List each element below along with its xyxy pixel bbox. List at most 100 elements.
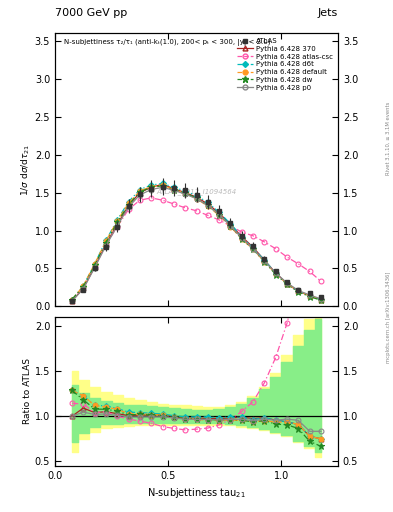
Pythia 6.428 370: [228, 221, 233, 227]
Pythia 6.428 370: [285, 281, 289, 287]
Pythia 6.428 p0: [171, 187, 176, 194]
Pythia 6.428 default: [138, 188, 142, 194]
Pythia 6.428 dw: [149, 184, 154, 190]
Text: Jets: Jets: [318, 8, 338, 18]
Pythia 6.428 p0: [126, 204, 131, 210]
Pythia 6.428 atlas-csc: [319, 279, 323, 285]
Pythia 6.428 default: [274, 271, 278, 277]
Pythia 6.428 default: [239, 236, 244, 242]
Pythia 6.428 370: [251, 244, 255, 250]
Pythia 6.428 atlas-csc: [206, 212, 210, 219]
Pythia 6.428 dw: [228, 223, 233, 229]
Pythia 6.428 370: [217, 210, 222, 216]
Pythia 6.428 atlas-csc: [104, 241, 108, 247]
Pythia 6.428 atlas-csc: [251, 233, 255, 239]
Text: Rivet 3.1.10, ≥ 3.1M events: Rivet 3.1.10, ≥ 3.1M events: [386, 101, 391, 175]
Line: Pythia 6.428 atlas-csc: Pythia 6.428 atlas-csc: [70, 196, 323, 303]
Pythia 6.428 dw: [160, 183, 165, 189]
Pythia 6.428 p0: [274, 270, 278, 276]
Pythia 6.428 d6t: [115, 217, 119, 223]
Pythia 6.428 dw: [194, 195, 199, 201]
Text: mcplots.cern.ch [arXiv:1306.3436]: mcplots.cern.ch [arXiv:1306.3436]: [386, 272, 391, 363]
Pythia 6.428 default: [228, 224, 233, 230]
Pythia 6.428 dw: [285, 281, 289, 287]
Pythia 6.428 370: [319, 296, 323, 303]
Pythia 6.428 p0: [183, 191, 187, 197]
Pythia 6.428 default: [285, 281, 289, 287]
Pythia 6.428 370: [104, 241, 108, 247]
Pythia 6.428 atlas-csc: [115, 224, 119, 230]
Pythia 6.428 d6t: [126, 199, 131, 205]
Pythia 6.428 dw: [307, 293, 312, 300]
Pythia 6.428 atlas-csc: [274, 246, 278, 252]
Pythia 6.428 p0: [228, 223, 233, 229]
Line: Pythia 6.428 default: Pythia 6.428 default: [70, 183, 323, 302]
Pythia 6.428 d6t: [138, 186, 142, 193]
Pythia 6.428 p0: [104, 243, 108, 249]
Pythia 6.428 d6t: [160, 180, 165, 186]
Pythia 6.428 370: [138, 189, 142, 196]
Pythia 6.428 default: [149, 183, 154, 189]
Pythia 6.428 d6t: [296, 288, 301, 294]
Pythia 6.428 p0: [138, 192, 142, 198]
Pythia 6.428 default: [307, 293, 312, 299]
Pythia 6.428 atlas-csc: [217, 217, 222, 223]
Pythia 6.428 370: [262, 257, 267, 263]
Pythia 6.428 atlas-csc: [138, 197, 142, 203]
Pythia 6.428 d6t: [319, 296, 323, 303]
Pythia 6.428 370: [126, 202, 131, 208]
Pythia 6.428 dw: [104, 240, 108, 246]
Pythia 6.428 atlas-csc: [70, 297, 74, 304]
Pythia 6.428 d6t: [104, 238, 108, 244]
Pythia 6.428 dw: [239, 236, 244, 242]
Pythia 6.428 default: [70, 296, 74, 303]
Pythia 6.428 default: [126, 200, 131, 206]
Pythia 6.428 370: [81, 285, 86, 291]
Pythia 6.428 default: [115, 218, 119, 224]
Pythia 6.428 dw: [183, 190, 187, 197]
Pythia 6.428 370: [149, 184, 154, 190]
Pythia 6.428 d6t: [217, 209, 222, 216]
Pythia 6.428 atlas-csc: [262, 239, 267, 245]
Pythia 6.428 atlas-csc: [228, 223, 233, 229]
Pythia 6.428 370: [239, 233, 244, 240]
Pythia 6.428 dw: [274, 271, 278, 278]
Pythia 6.428 dw: [81, 284, 86, 290]
Pythia 6.428 p0: [319, 296, 323, 302]
Pythia 6.428 atlas-csc: [160, 197, 165, 203]
Pythia 6.428 d6t: [149, 182, 154, 188]
Pythia 6.428 370: [274, 270, 278, 276]
Pythia 6.428 p0: [262, 258, 267, 264]
Pythia 6.428 p0: [194, 196, 199, 202]
Pythia 6.428 370: [160, 181, 165, 187]
Pythia 6.428 d6t: [239, 233, 244, 240]
Pythia 6.428 atlas-csc: [171, 201, 176, 207]
Pythia 6.428 p0: [217, 211, 222, 218]
Pythia 6.428 atlas-csc: [239, 229, 244, 235]
Pythia 6.428 370: [183, 189, 187, 196]
Pythia 6.428 default: [171, 186, 176, 193]
Pythia 6.428 atlas-csc: [296, 261, 301, 267]
Pythia 6.428 370: [70, 298, 74, 304]
Pythia 6.428 370: [296, 288, 301, 294]
Pythia 6.428 p0: [285, 280, 289, 286]
Pythia 6.428 d6t: [262, 257, 267, 263]
Pythia 6.428 dw: [217, 211, 222, 218]
Pythia 6.428 atlas-csc: [183, 205, 187, 211]
Pythia 6.428 default: [262, 259, 267, 265]
Pythia 6.428 d6t: [183, 188, 187, 194]
Pythia 6.428 default: [296, 288, 301, 294]
Line: Pythia 6.428 d6t: Pythia 6.428 d6t: [70, 181, 323, 302]
Pythia 6.428 dw: [319, 297, 323, 304]
Pythia 6.428 default: [319, 296, 323, 303]
Pythia 6.428 atlas-csc: [81, 284, 86, 290]
Text: 7000 GeV pp: 7000 GeV pp: [55, 8, 127, 18]
Pythia 6.428 default: [217, 212, 222, 219]
Pythia 6.428 d6t: [81, 283, 86, 289]
Pythia 6.428 p0: [70, 298, 74, 304]
Pythia 6.428 default: [194, 196, 199, 202]
Pythia 6.428 dw: [171, 186, 176, 193]
Pythia 6.428 d6t: [228, 221, 233, 227]
Line: Pythia 6.428 dw: Pythia 6.428 dw: [68, 182, 325, 304]
Y-axis label: Ratio to ATLAS: Ratio to ATLAS: [23, 358, 32, 424]
